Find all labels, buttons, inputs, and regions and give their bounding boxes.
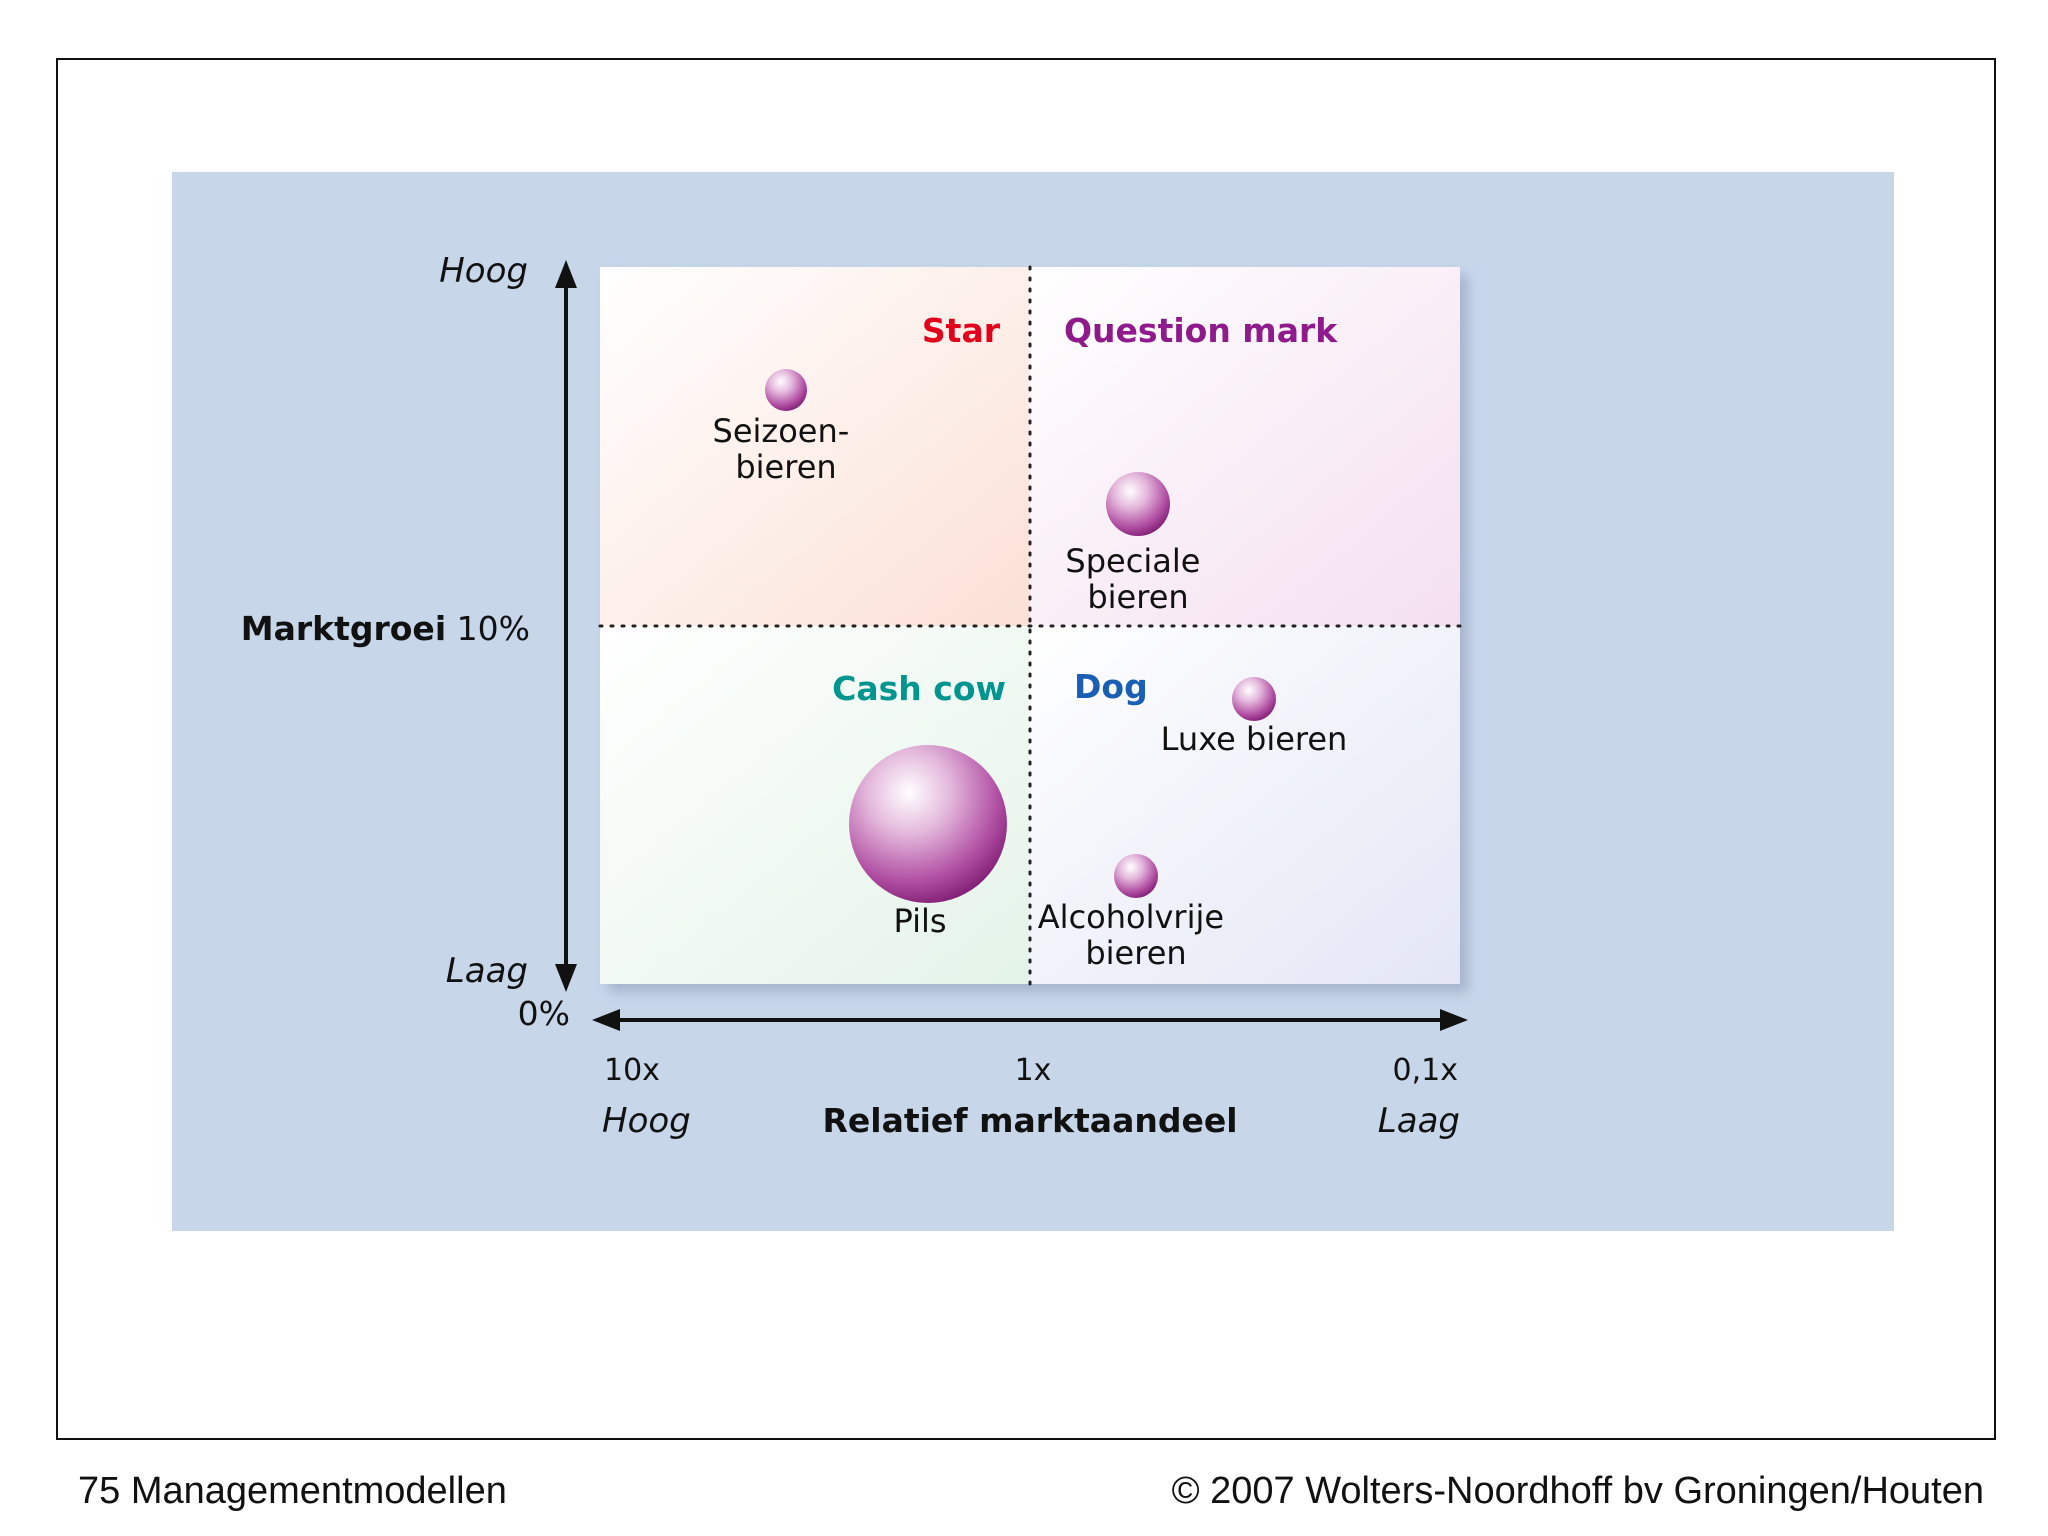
product-label-line: bieren bbox=[1085, 934, 1186, 972]
x-tick-right: 0,1x bbox=[1393, 1053, 1458, 1088]
quadrant-label-question-mark: Question mark bbox=[1064, 311, 1338, 350]
y-bottom-label: Laag bbox=[446, 951, 528, 991]
bubble-luxe-bieren bbox=[1232, 677, 1276, 721]
x-tick-left: 10x bbox=[604, 1053, 660, 1088]
product-label-line: Alcoholvrije bbox=[1038, 898, 1224, 936]
product-label-line: Speciale bbox=[1065, 542, 1200, 580]
x-left-label: Hoog bbox=[602, 1101, 691, 1141]
bubble-speciale-bieren bbox=[1106, 472, 1170, 536]
quadrant-label-star: Star bbox=[922, 311, 1001, 350]
product-label-line: Pils bbox=[893, 902, 946, 940]
product-label-luxe-bieren: Luxe bieren bbox=[1161, 720, 1348, 758]
product-label-line: Luxe bieren bbox=[1161, 720, 1348, 758]
product-label-alcoholvrije-bieren: Alcoholvrije bieren bbox=[1038, 898, 1234, 972]
y-axis-title: Marktgroei 10% bbox=[241, 609, 530, 648]
x-right-label: Laag bbox=[1378, 1101, 1460, 1141]
x-axis-arrow bbox=[592, 1009, 1468, 1031]
product-label-line: bieren bbox=[735, 448, 836, 486]
product-label-seizoenbieren: Seizoen- bieren bbox=[713, 412, 860, 486]
quadrant-star bbox=[600, 267, 1030, 626]
y-axis-title-text: Marktgroei bbox=[241, 609, 446, 648]
quadrant-label-dog: Dog bbox=[1074, 667, 1148, 706]
bubble-alcoholvrije-bieren bbox=[1114, 854, 1158, 898]
footer-copyright: © 2007 Wolters-Noordhoff bv Groningen/Ho… bbox=[1171, 1470, 1984, 1512]
bubble-pils bbox=[849, 745, 1007, 903]
product-label-pils: Pils bbox=[893, 902, 946, 940]
product-label-speciale-bieren: Speciale bieren bbox=[1065, 542, 1210, 616]
y-axis-arrow bbox=[555, 260, 577, 992]
product-label-line: bieren bbox=[1087, 578, 1188, 616]
outer-frame bbox=[56, 58, 1996, 1440]
x-tick-mid: 1x bbox=[1015, 1053, 1052, 1088]
bubble-seizoenbieren bbox=[765, 369, 807, 411]
y-mid-value: 10% bbox=[457, 609, 530, 648]
quadrant-question-mark bbox=[1030, 267, 1460, 626]
y-top-label: Hoog bbox=[439, 251, 528, 291]
product-label-line: Seizoen- bbox=[713, 412, 850, 450]
footer-source-title: 75 Managementmodellen bbox=[78, 1470, 507, 1512]
x-axis-title: Relatief marktaandeel bbox=[822, 1101, 1237, 1140]
y-bottom-value: 0% bbox=[518, 994, 570, 1033]
quadrant-label-cash-cow: Cash cow bbox=[832, 669, 1006, 708]
